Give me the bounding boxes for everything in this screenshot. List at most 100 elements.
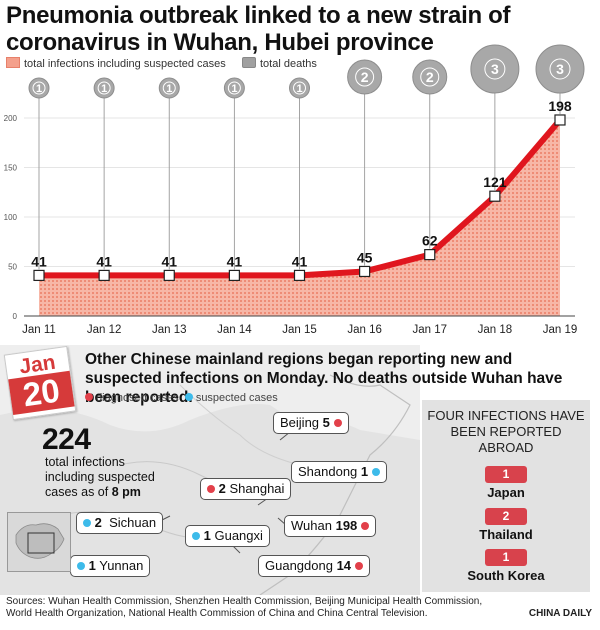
abroad-thailand: 2 Thailand <box>422 508 590 542</box>
death-label-jan-14: 1 <box>231 83 237 95</box>
infection-marker-jan-11 <box>33 269 45 282</box>
china-inset-map <box>7 512 71 572</box>
xtick-label-jan-13: Jan 13 <box>152 324 187 336</box>
callout-guangdong-dot-icon <box>354 562 363 570</box>
death-circle-jan-19 <box>535 44 585 94</box>
abroad-thailand-name: Thailand <box>479 527 533 542</box>
legend-infections-label: total infections including suspected cas… <box>24 58 226 70</box>
total-infections-text: total infections including suspected cas… <box>45 455 175 500</box>
infection-marker-jan-14 <box>228 269 240 282</box>
death-circle-jan-18 <box>470 44 520 94</box>
china-inset-icon <box>15 523 65 559</box>
infection-marker-jan-18 <box>489 190 501 202</box>
xtick-label-jan-14: Jan 14 <box>217 324 252 336</box>
callout-wuhan-name: Wuhan <box>291 518 332 533</box>
xtick-label-jan-16: Jan 16 <box>347 324 382 336</box>
diagnosed-dot-icon <box>85 393 93 401</box>
death-circle-ring-5 <box>355 67 375 87</box>
infection-marker-jan-16 <box>359 265 371 278</box>
death-label-jan-17: 2 <box>426 69 434 85</box>
death-label-jan-11: 1 <box>36 83 42 95</box>
total-infections-number: 224 <box>42 423 91 456</box>
callout-yunnan-count: 1 <box>88 558 96 573</box>
callout-shandong: Shandong 1 <box>291 461 387 483</box>
callout-shanghai-name: Shanghai <box>229 481 285 496</box>
infection-value-label-jan-14: 41 <box>227 253 243 269</box>
xtick-label-jan-17: Jan 17 <box>412 324 447 336</box>
death-circle-ring-3 <box>227 81 241 95</box>
death-circle-jan-16 <box>347 59 383 95</box>
infection-value-label-jan-12: 41 <box>96 253 112 269</box>
infection-marker-jan-13 <box>163 269 175 282</box>
infections-chart: 1 1 1 1 1 2 2 3 3 41 41 41 41 41 45 62 121 198 0 50 100 150… <box>4 44 585 336</box>
callout-beijing-count: 5 <box>322 415 330 430</box>
death-label-jan-15: 1 <box>296 83 302 95</box>
abroad-south-korea: 1 South Korea <box>422 549 590 583</box>
abroad-title: FOUR INFECTIONS HAVE BEEN REPORTED ABROA… <box>427 408 585 455</box>
callout-beijing: Beijing 5 <box>273 412 349 434</box>
xtick-label-jan-11: Jan 11 <box>22 324 56 336</box>
death-label-jan-13: 1 <box>166 83 172 95</box>
callout-guangxi: 1 Guangxi <box>185 525 270 547</box>
infection-value-label-jan-19: 198 <box>548 98 572 114</box>
suspected-dot-icon <box>184 393 193 401</box>
death-circle-ring-1 <box>97 81 111 95</box>
death-circle-ring-2 <box>162 81 176 95</box>
death-circle-ring-4 <box>293 81 306 95</box>
death-label-jan-16: 2 <box>361 69 369 85</box>
callout-guangxi-dot-icon <box>192 532 200 540</box>
headline: Other Chinese mainland regions began rep… <box>85 351 563 406</box>
callout-shanghai-count: 2 <box>218 481 226 496</box>
ytick-label-150: 150 <box>4 164 18 173</box>
callout-guangdong: Guangdong 14 <box>258 555 370 577</box>
abroad-south-korea-count: 1 <box>485 549 527 566</box>
xtick-label-jan-12: Jan 12 <box>87 324 122 336</box>
infection-value-label-jan-18: 121 <box>483 174 507 190</box>
callout-wuhan-count: 198 <box>335 518 358 533</box>
ytick-label-200: 200 <box>4 114 18 123</box>
dot-key: diagnosed cases suspected cases <box>85 392 278 404</box>
legend-infections: total infections including suspected cas… <box>6 57 226 70</box>
callout-wuhan-dot-icon <box>360 522 369 530</box>
callout-shanghai: 2 Shanghai <box>200 478 292 500</box>
sources: Sources: Wuhan Health Commission, Shenzh… <box>6 596 483 619</box>
xtick-label-jan-19: Jan 19 <box>543 324 578 336</box>
callout-shandong-name: Shandong <box>298 464 358 479</box>
legend-infections-swatch <box>6 57 20 68</box>
death-circle-jan-15 <box>289 77 310 99</box>
infection-marker-jan-19 <box>554 114 566 126</box>
credit: CHINA DAILY <box>528 608 592 619</box>
ytick-label-100: 100 <box>4 213 18 222</box>
infection-marker-jan-12 <box>98 269 110 282</box>
infection-value-label-jan-16: 45 <box>357 249 373 265</box>
legend-deaths-swatch <box>242 57 256 68</box>
callout-shanghai-dot-icon <box>207 485 215 493</box>
abroad-south-korea-name: South Korea <box>467 568 545 583</box>
callout-guangdong-name: Guangdong <box>265 558 333 573</box>
date-card: Jan 20 <box>3 345 77 421</box>
infection-value-label-jan-15: 41 <box>292 253 308 269</box>
infection-value-label-jan-17: 62 <box>422 233 438 249</box>
abroad-japan-count: 1 <box>485 466 527 483</box>
diagnosed-label: diagnosed cases <box>96 392 179 404</box>
callout-sichuan-dot-icon <box>83 519 91 527</box>
callout-beijing-name: Beijing <box>280 415 320 430</box>
callout-guangxi-name: Guangxi <box>214 528 263 543</box>
death-circle-ring-6 <box>420 67 440 87</box>
xtick-label-jan-18: Jan 18 <box>478 324 513 336</box>
callout-guangdong-count: 14 <box>336 558 352 573</box>
death-circle-jan-11 <box>28 77 50 99</box>
callout-sichuan: 2 Sichuan <box>76 512 164 534</box>
total-infections-time: 8 pm <box>111 485 141 499</box>
abroad-japan-name: Japan <box>487 485 525 500</box>
suspected-label: suspected cases <box>195 392 278 404</box>
death-circle-ring-7 <box>484 58 506 80</box>
infection-value-label-jan-13: 41 <box>161 253 177 269</box>
callout-shandong-count: 1 <box>360 464 369 479</box>
callout-beijing-dot-icon <box>333 419 342 427</box>
callout-yunnan-dot-icon <box>77 562 85 570</box>
infection-marker-jan-15 <box>293 269 306 282</box>
death-circle-ring-0 <box>32 81 46 95</box>
legend-deaths: total deaths <box>242 57 317 70</box>
callout-wuhan: Wuhan 198 <box>284 515 376 537</box>
